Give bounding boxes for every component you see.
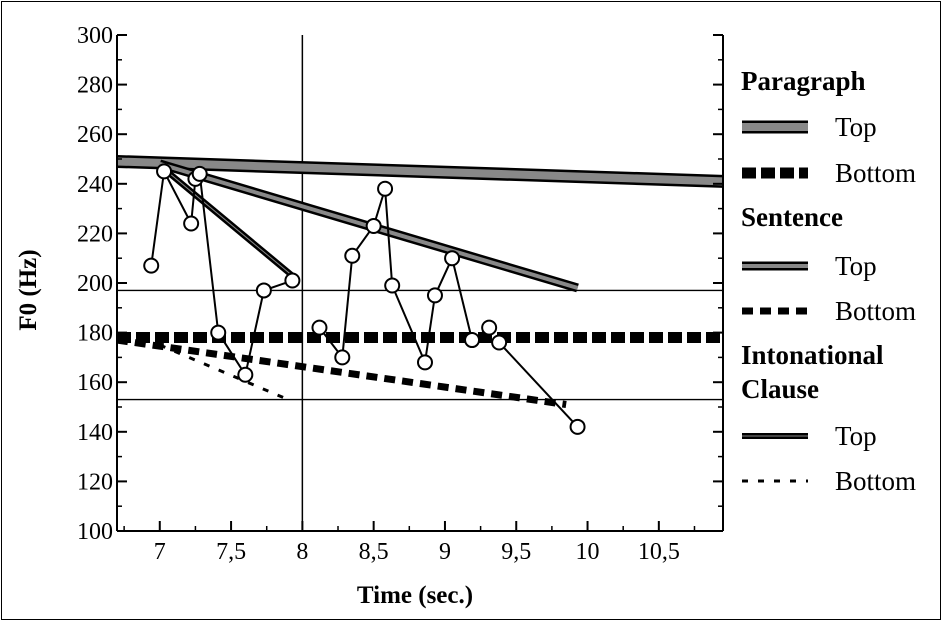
x-tick-label: 10 <box>576 539 600 565</box>
legend-group-title: Paragraph <box>741 66 866 96</box>
f0-contour-line <box>498 341 579 428</box>
f0-data-point <box>143 257 160 274</box>
x-tick-label: 9,5 <box>501 539 531 565</box>
y-tick-label: 180 <box>77 321 113 347</box>
y-axis-title: F0 (Hz) <box>15 249 42 330</box>
paragraph-top-line-fill <box>117 157 723 186</box>
f0-data-point <box>311 319 328 336</box>
x-tick-label: 7 <box>154 539 166 565</box>
legend-item-label: Bottom <box>835 158 916 188</box>
axes <box>116 35 724 532</box>
y-tick-labels: 100 120 140 160 180 200 220 240 260 280 300 <box>77 23 113 545</box>
x-tick-labels: 7 7,5 8 8,5 9 9,5 10 10,5 <box>154 539 680 565</box>
clause-bottom-line-dashes <box>159 343 289 401</box>
f0-data-point <box>416 354 433 371</box>
sentence-bottom-line-dashes <box>117 336 567 408</box>
f0-data-point <box>426 287 443 304</box>
y-tick-label: 100 <box>77 519 113 545</box>
f0-contour-line <box>150 168 293 378</box>
legend-item-label: Bottom <box>835 296 916 326</box>
y-tick-label: 140 <box>77 420 113 446</box>
legend-item-label: Bottom <box>835 466 916 496</box>
f0-data-point <box>344 247 361 264</box>
f0-data-point <box>210 324 227 341</box>
tick-marks <box>117 34 723 532</box>
f0-data-point <box>444 250 461 267</box>
f0-data-point <box>191 165 208 182</box>
x-axis-title: Time (sec.) <box>357 582 473 609</box>
y-tick-label: 240 <box>77 172 113 198</box>
x-tick-label: 7,5 <box>216 539 246 565</box>
reference-lines <box>117 35 723 531</box>
f0-data-point <box>569 418 586 435</box>
legend-item-label: Top <box>835 112 877 142</box>
legend-group-title: Clause <box>741 374 819 404</box>
legend-group-title: Sentence <box>741 202 843 232</box>
x-tick-label: 8 <box>296 539 308 565</box>
f0-data-point <box>377 180 394 197</box>
clause-top-line <box>162 166 298 281</box>
y-tick-label: 260 <box>77 122 113 148</box>
paragraph-top-line <box>117 154 723 188</box>
y-tick-label: 220 <box>77 221 113 247</box>
sentence-bottom-line <box>117 336 567 408</box>
f0-contours <box>143 163 586 435</box>
x-tick-label: 9 <box>439 539 451 565</box>
f0-data-point <box>491 334 508 351</box>
f0-data-point <box>284 272 301 289</box>
f0-data-point <box>156 163 173 180</box>
f0-data-point <box>255 282 272 299</box>
clause-bottom-line <box>159 343 289 401</box>
legend-item-label: Top <box>835 251 877 281</box>
f0-data-point <box>384 277 401 294</box>
x-tick-label: 8,5 <box>359 539 389 565</box>
y-tick-label: 300 <box>77 23 113 49</box>
legend-group-title: Intonational <box>741 340 884 370</box>
f0-data-point <box>183 215 200 232</box>
y-tick-label: 120 <box>77 469 113 495</box>
f0-data-point <box>237 366 254 383</box>
legend: Paragraph Top Bottom Sentence Top Bottom Inton… <box>741 66 916 496</box>
y-tick-label: 200 <box>77 271 113 297</box>
f0-data-point <box>464 332 481 349</box>
f0-data-point <box>365 217 382 234</box>
y-tick-label: 280 <box>77 73 113 99</box>
y-tick-label: 160 <box>77 370 113 396</box>
legend-item-label: Top <box>835 421 877 451</box>
f0-data-point <box>481 319 498 336</box>
f0-data-point <box>334 349 351 366</box>
x-tick-label: 10,5 <box>638 539 680 565</box>
clause-top-line-fill <box>163 168 296 279</box>
